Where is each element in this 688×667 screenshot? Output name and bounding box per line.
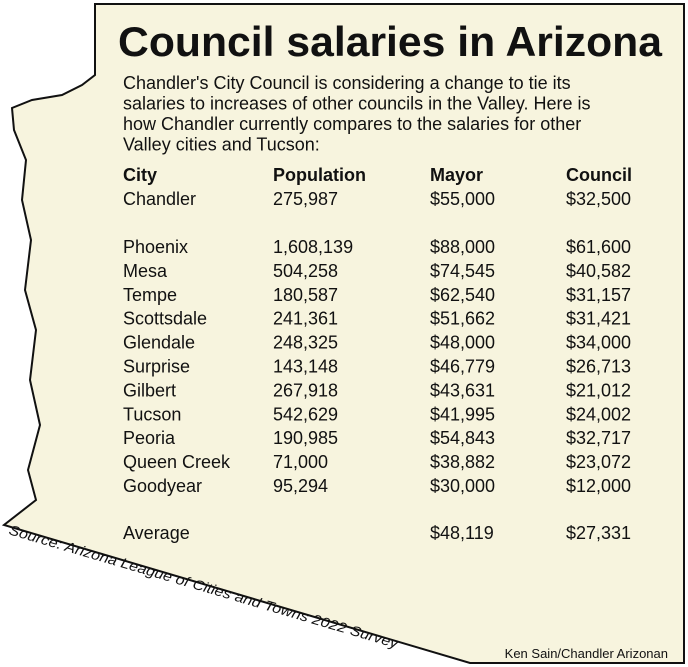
cell: Queen Creek [123,452,231,472]
cell: $74,545 [430,261,495,281]
cell: Mesa [123,261,168,281]
column-header: Population [273,165,366,185]
cell: $51,662 [430,309,495,329]
cell: $38,882 [430,452,495,472]
cell: $46,779 [430,357,495,377]
cell: $41,995 [430,404,495,424]
cell: $34,000 [566,333,631,353]
cell: $12,000 [566,476,631,496]
cell: Tucson [123,404,181,424]
cell: 504,258 [273,261,338,281]
cell: 71,000 [273,452,328,472]
average-mayor: $48,119 [430,523,494,543]
intro-line: Chandler's City Council is considering a… [123,73,571,93]
column-header: Mayor [430,165,483,185]
cell: $40,582 [566,261,631,281]
cell: $43,631 [430,380,495,400]
cell: $26,713 [566,357,631,377]
column-header: City [123,165,157,185]
cell: Tempe [123,285,177,305]
cell: $61,600 [566,237,631,257]
cell: $48,000 [430,333,495,353]
cell: 95,294 [273,476,328,496]
cell: 248,325 [273,333,338,353]
cell: 180,587 [273,285,338,305]
cell: $32,500 [566,189,631,209]
cell: Surprise [123,357,190,377]
cell: $55,000 [430,189,495,209]
cell: 542,629 [273,404,338,424]
cell: $31,157 [566,285,631,305]
cell: 190,985 [273,428,338,448]
cell: Goodyear [123,476,202,496]
cell: 143,148 [273,357,338,377]
cell: $30,000 [430,476,495,496]
average-council: $27,331 [566,523,631,543]
intro-line: salaries to increases of other councils … [123,94,591,114]
cell: $21,012 [566,380,631,400]
cell: Scottsdale [123,309,207,329]
cell: $54,843 [430,428,495,448]
cell: $24,002 [566,404,631,424]
cell: 275,987 [273,189,338,209]
cell: $62,540 [430,285,495,305]
average-label: Average [123,523,190,543]
cell: $31,421 [566,309,631,329]
intro-line: Valley cities and Tucson: [123,135,320,155]
cell: 1,608,139 [273,237,353,257]
credit: Ken Sain/Chandler Arizonan [505,646,668,661]
cell: Peoria [123,428,176,448]
cell: Phoenix [123,237,188,257]
intro-line: how Chandler currently compares to the s… [123,114,581,134]
cell: Glendale [123,333,195,353]
cell: Gilbert [123,380,176,400]
cell: $32,717 [566,428,631,448]
cell: 267,918 [273,380,338,400]
cell: $23,072 [566,452,631,472]
cell: 241,361 [273,309,338,329]
cell: $88,000 [430,237,495,257]
arizona-shape [1,3,685,664]
cell: Chandler [123,189,196,209]
column-header: Council [566,165,632,185]
title: Council salaries in Arizona [118,18,663,65]
